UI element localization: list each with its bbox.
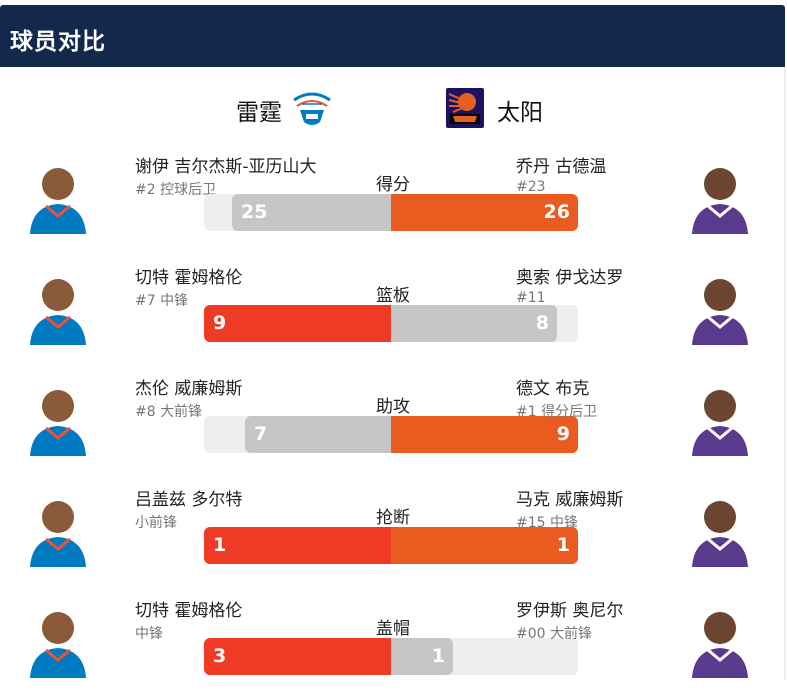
player-right-name[interactable]: 罗伊斯 奥尼尔 <box>516 601 624 621</box>
stat-bar-right: 8 <box>391 305 557 342</box>
stat-bar-left: 25 <box>232 194 391 231</box>
stat-row: 吕盖兹 多尔特 小前锋 抢断 1 1 马克 威廉姆斯 #15 中锋 <box>0 477 787 587</box>
player-left-info: 小前锋 <box>135 515 177 531</box>
header-bar: 球员对比 <box>0 5 785 67</box>
stat-bar-right-track: 1 <box>391 638 578 675</box>
stat-bar-right: 26 <box>391 194 578 231</box>
stat-bar-right: 9 <box>391 416 578 453</box>
stat-row: 切特 霍姆格伦 #7 中锋 篮板 9 8 奥索 伊戈达罗 #11 <box>0 255 787 365</box>
stat-bar-left-track: 1 <box>204 527 391 564</box>
player-right-name[interactable]: 德文 布克 <box>516 379 590 399</box>
stat-bar-left: 1 <box>204 527 391 564</box>
team-right-name: 太阳 <box>497 100 543 126</box>
stat-bar-left: 7 <box>245 416 391 453</box>
player-right-avatar[interactable] <box>678 376 762 456</box>
player-left-avatar[interactable] <box>16 487 100 567</box>
player-left-name[interactable]: 切特 霍姆格伦 <box>135 268 243 288</box>
thunder-logo-icon <box>290 86 334 134</box>
player-right-info: #1 得分后卫 <box>516 404 598 420</box>
stat-bar-left-track: 3 <box>204 638 391 675</box>
player-right-info: #15 中锋 <box>516 515 578 531</box>
player-left-name[interactable]: 吕盖兹 多尔特 <box>135 490 243 510</box>
page-title: 球员对比 <box>10 29 106 55</box>
player-left-info: #2 控球后卫 <box>135 182 217 198</box>
player-right-info: #00 大前锋 <box>516 626 592 642</box>
player-left-avatar[interactable] <box>16 376 100 456</box>
player-right-info: #11 <box>516 290 546 306</box>
team-left-name: 雷霆 <box>236 100 282 126</box>
stat-bar-right-track: 8 <box>391 305 578 342</box>
player-left-name[interactable]: 切特 霍姆格伦 <box>135 601 243 621</box>
stat-bar-left: 3 <box>204 638 391 675</box>
stat-row: 杰伦 威廉姆斯 #8 大前锋 助攻 7 9 德文 布克 #1 得分后卫 <box>0 366 787 476</box>
stat-bar-right: 1 <box>391 638 453 675</box>
stat-label: 篮板 <box>376 286 410 306</box>
player-right-name[interactable]: 乔丹 古德温 <box>516 157 607 177</box>
stat-bar-left: 9 <box>204 305 391 342</box>
stat-row: 谢伊 吉尔杰斯-亚历山大 #2 控球后卫 得分 25 26 乔丹 古德温 #23 <box>0 144 787 254</box>
stat-row: 切特 霍姆格伦 中锋 盖帽 3 1 罗伊斯 奥尼尔 #00 大前锋 <box>0 588 787 698</box>
player-left-info: #8 大前锋 <box>135 404 203 420</box>
stat-bar-right-track: 1 <box>391 527 578 564</box>
player-left-avatar[interactable] <box>16 154 100 234</box>
stat-bar-left-track: 25 <box>204 194 391 231</box>
player-right-avatar[interactable] <box>678 487 762 567</box>
player-right-name[interactable]: 奥索 伊戈达罗 <box>516 268 624 288</box>
player-left-name[interactable]: 杰伦 威廉姆斯 <box>135 379 243 399</box>
stat-label: 抢断 <box>376 508 410 528</box>
stat-label: 得分 <box>376 175 410 195</box>
stat-label: 盖帽 <box>376 619 410 639</box>
team-left: 雷霆 <box>236 88 334 132</box>
player-right-avatar[interactable] <box>678 598 762 678</box>
team-right: 太阳 <box>445 88 543 132</box>
stat-bar-left-track: 7 <box>204 416 391 453</box>
player-right-info: #23 <box>516 179 546 195</box>
player-right-name[interactable]: 马克 威廉姆斯 <box>516 490 624 510</box>
player-left-info: 中锋 <box>135 626 163 642</box>
stat-bar-right-track: 26 <box>391 194 578 231</box>
player-right-avatar[interactable] <box>678 265 762 345</box>
stat-bar-left-track: 9 <box>204 305 391 342</box>
player-left-name[interactable]: 谢伊 吉尔杰斯-亚历山大 <box>135 157 317 177</box>
panel-border <box>784 67 786 680</box>
stat-label: 助攻 <box>376 397 410 417</box>
player-left-avatar[interactable] <box>16 598 100 678</box>
player-left-avatar[interactable] <box>16 265 100 345</box>
player-right-avatar[interactable] <box>678 154 762 234</box>
stat-bar-right-track: 9 <box>391 416 578 453</box>
suns-logo-icon <box>445 86 485 134</box>
stat-bar-right: 1 <box>391 527 578 564</box>
player-left-info: #7 中锋 <box>135 293 189 309</box>
